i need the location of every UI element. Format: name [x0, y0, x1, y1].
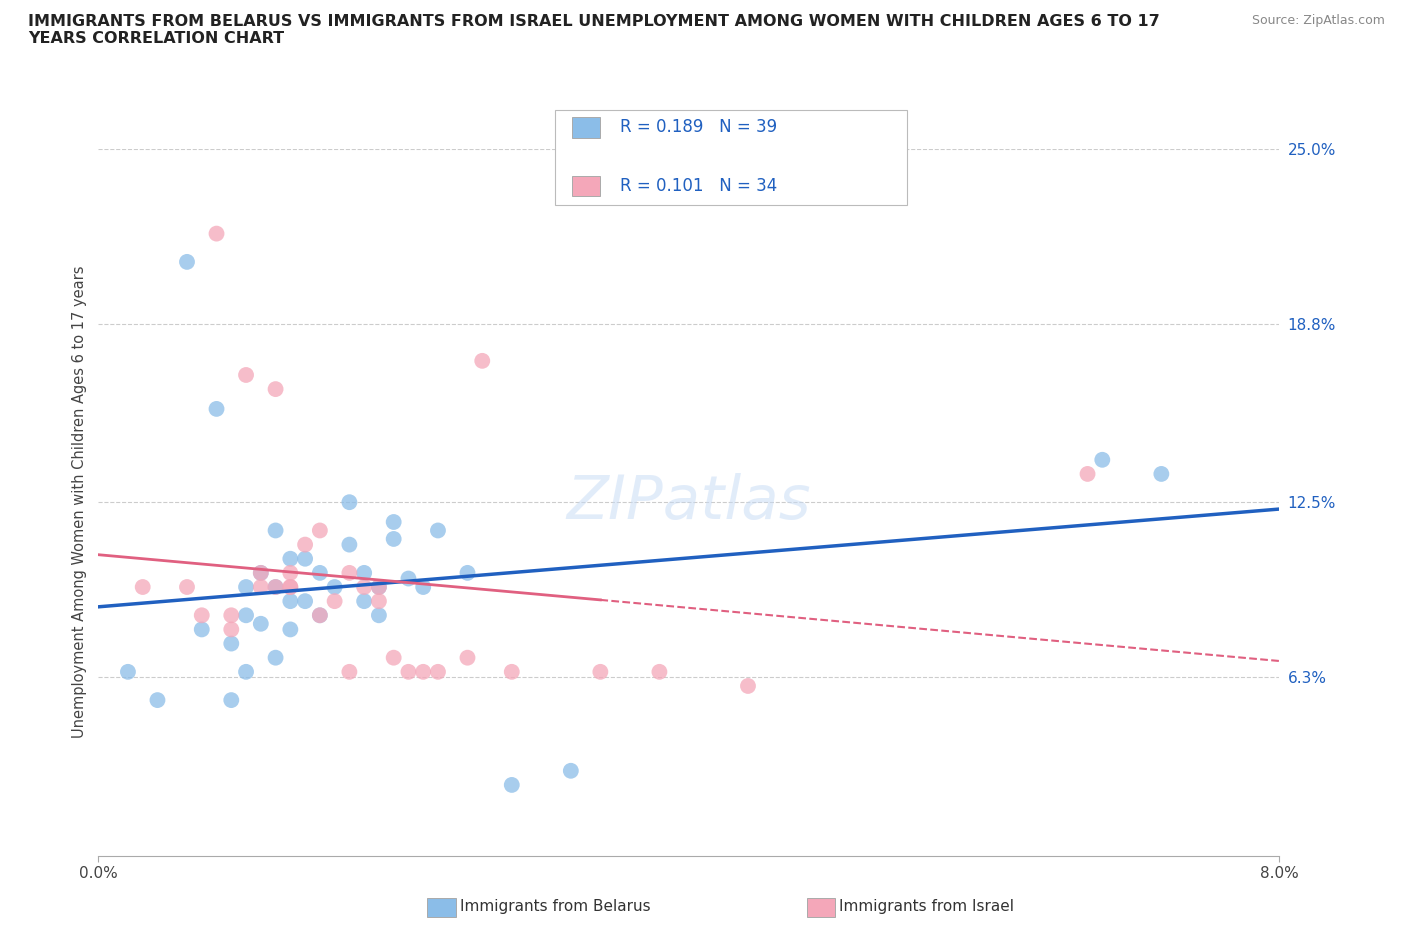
Text: ZIPatlas: ZIPatlas [567, 472, 811, 532]
Point [294, 551, 316, 566]
Point [412, 579, 434, 594]
Point [132, 579, 155, 594]
Point [367, 579, 389, 594]
Point [176, 255, 198, 270]
Point [294, 538, 316, 552]
Point [264, 579, 287, 594]
Point [308, 565, 332, 580]
Point [1091, 452, 1114, 467]
Point [205, 402, 228, 417]
Point [308, 608, 332, 623]
Point [560, 764, 582, 778]
Point [176, 579, 198, 594]
Point [367, 608, 389, 623]
Point [264, 523, 287, 538]
Point [235, 579, 257, 594]
Point [250, 565, 273, 580]
Point [323, 579, 346, 594]
Point [648, 664, 671, 679]
Point [382, 650, 405, 665]
Point [235, 608, 257, 623]
Point [219, 622, 242, 637]
Y-axis label: Unemployment Among Women with Children Ages 6 to 17 years: Unemployment Among Women with Children A… [72, 266, 87, 738]
Point [396, 664, 419, 679]
Point [308, 523, 332, 538]
Point [264, 650, 287, 665]
Point [396, 571, 419, 586]
Point [1077, 467, 1099, 482]
Point [278, 579, 302, 594]
Point [219, 636, 242, 651]
Point [367, 579, 389, 594]
Point [501, 664, 523, 679]
Point [382, 514, 405, 529]
Point [264, 579, 287, 594]
Point [278, 565, 302, 580]
Point [471, 353, 494, 368]
Point [501, 777, 523, 792]
Point [1150, 467, 1173, 482]
Point [250, 617, 273, 631]
Point [308, 608, 332, 623]
Point [235, 367, 257, 382]
Point [337, 664, 360, 679]
Point [337, 565, 360, 580]
Point [456, 565, 478, 580]
Point [235, 664, 257, 679]
Point [264, 381, 287, 396]
Point [146, 693, 169, 708]
Point [323, 593, 346, 608]
Text: IMMIGRANTS FROM BELARUS VS IMMIGRANTS FROM ISRAEL UNEMPLOYMENT AMONG WOMEN WITH : IMMIGRANTS FROM BELARUS VS IMMIGRANTS FR… [28, 14, 1160, 46]
Point [278, 593, 302, 608]
Point [589, 664, 612, 679]
Text: Source: ZipAtlas.com: Source: ZipAtlas.com [1251, 14, 1385, 27]
Point [191, 622, 214, 637]
Text: R = 0.101   N = 34: R = 0.101 N = 34 [620, 177, 778, 195]
Point [367, 593, 389, 608]
Point [250, 579, 273, 594]
Point [250, 565, 273, 580]
Point [456, 650, 478, 665]
Point [737, 679, 759, 694]
Point [426, 664, 449, 679]
Point [219, 693, 242, 708]
Point [353, 579, 375, 594]
Point [337, 538, 360, 552]
Point [382, 532, 405, 547]
Point [191, 608, 214, 623]
Point [426, 523, 449, 538]
Point [337, 495, 360, 510]
Point [294, 593, 316, 608]
Point [412, 664, 434, 679]
Text: R = 0.189   N = 39: R = 0.189 N = 39 [620, 118, 778, 137]
Point [205, 226, 228, 241]
Point [278, 551, 302, 566]
Point [117, 664, 139, 679]
Point [278, 579, 302, 594]
Text: Immigrants from Belarus: Immigrants from Belarus [460, 899, 651, 914]
Point [353, 565, 375, 580]
Point [278, 622, 302, 637]
Text: Immigrants from Israel: Immigrants from Israel [839, 899, 1014, 914]
Point [219, 608, 242, 623]
Point [353, 593, 375, 608]
